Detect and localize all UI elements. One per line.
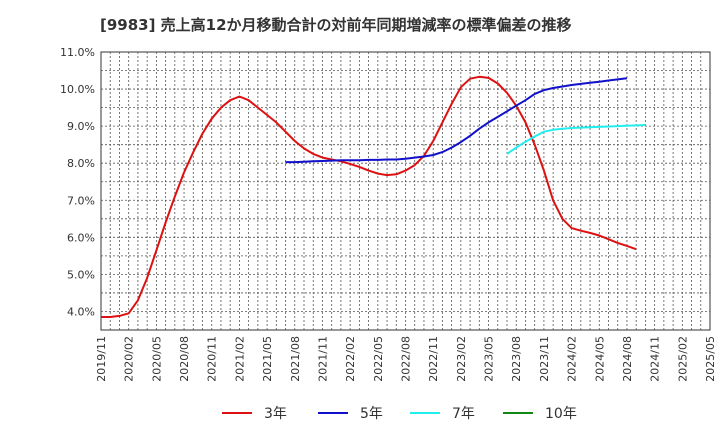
x-tick-label: 2019/11 bbox=[95, 336, 108, 382]
x-tick-label: 2020/05 bbox=[150, 336, 163, 382]
chart-title: [9983] 売上高12か月移動合計の対前年同期増減率の標準偏差の推移 bbox=[100, 16, 572, 34]
series-line-2 bbox=[506, 124, 646, 155]
x-tick-label: 2024/08 bbox=[621, 336, 634, 382]
series-line-1 bbox=[285, 77, 628, 164]
x-tick-label: 2023/02 bbox=[455, 336, 468, 382]
x-tick-label: 2022/05 bbox=[372, 336, 385, 382]
x-tick-label: 2023/08 bbox=[510, 336, 523, 382]
x-tick-label: 2021/08 bbox=[289, 336, 302, 382]
x-tick-label: 2022/08 bbox=[400, 336, 413, 382]
y-tick-label: 11.0% bbox=[60, 46, 95, 59]
y-tick-label: 4.0% bbox=[67, 305, 95, 318]
y-tick-label: 10.0% bbox=[60, 83, 95, 96]
x-tick-label: 2021/05 bbox=[261, 336, 274, 382]
y-tick-label: 9.0% bbox=[67, 120, 95, 133]
legend-label-0: 3年 bbox=[264, 406, 287, 422]
x-tick-label: 2024/05 bbox=[593, 336, 606, 382]
x-tick-label: 2022/11 bbox=[427, 336, 440, 382]
legend-label-2: 7年 bbox=[452, 406, 475, 422]
x-tick-label: 2023/11 bbox=[538, 336, 551, 382]
y-tick-label: 5.0% bbox=[67, 268, 95, 281]
x-tick-label: 2025/02 bbox=[676, 336, 689, 382]
y-tick-label: 7.0% bbox=[67, 194, 95, 207]
x-tick-label: 2025/05 bbox=[704, 336, 717, 382]
x-tick-label: 2020/11 bbox=[206, 336, 219, 382]
legend-label-3: 10年 bbox=[545, 406, 577, 422]
x-tick-label: 2024/02 bbox=[566, 336, 579, 382]
x-tick-label: 2022/02 bbox=[344, 336, 357, 382]
y-tick-label: 8.0% bbox=[67, 157, 95, 170]
x-tick-label: 2021/02 bbox=[233, 336, 246, 382]
x-tick-label: 2021/11 bbox=[316, 336, 329, 382]
plot-area bbox=[100, 51, 711, 331]
x-tick-label: 2020/08 bbox=[178, 336, 191, 382]
legend-label-1: 5年 bbox=[360, 406, 383, 422]
y-tick-label: 6.0% bbox=[67, 231, 95, 244]
x-tick-label: 2023/05 bbox=[483, 336, 496, 382]
x-tick-label: 2024/11 bbox=[649, 336, 662, 382]
x-tick-label: 2020/02 bbox=[123, 336, 136, 382]
series-line-0 bbox=[101, 75, 637, 318]
